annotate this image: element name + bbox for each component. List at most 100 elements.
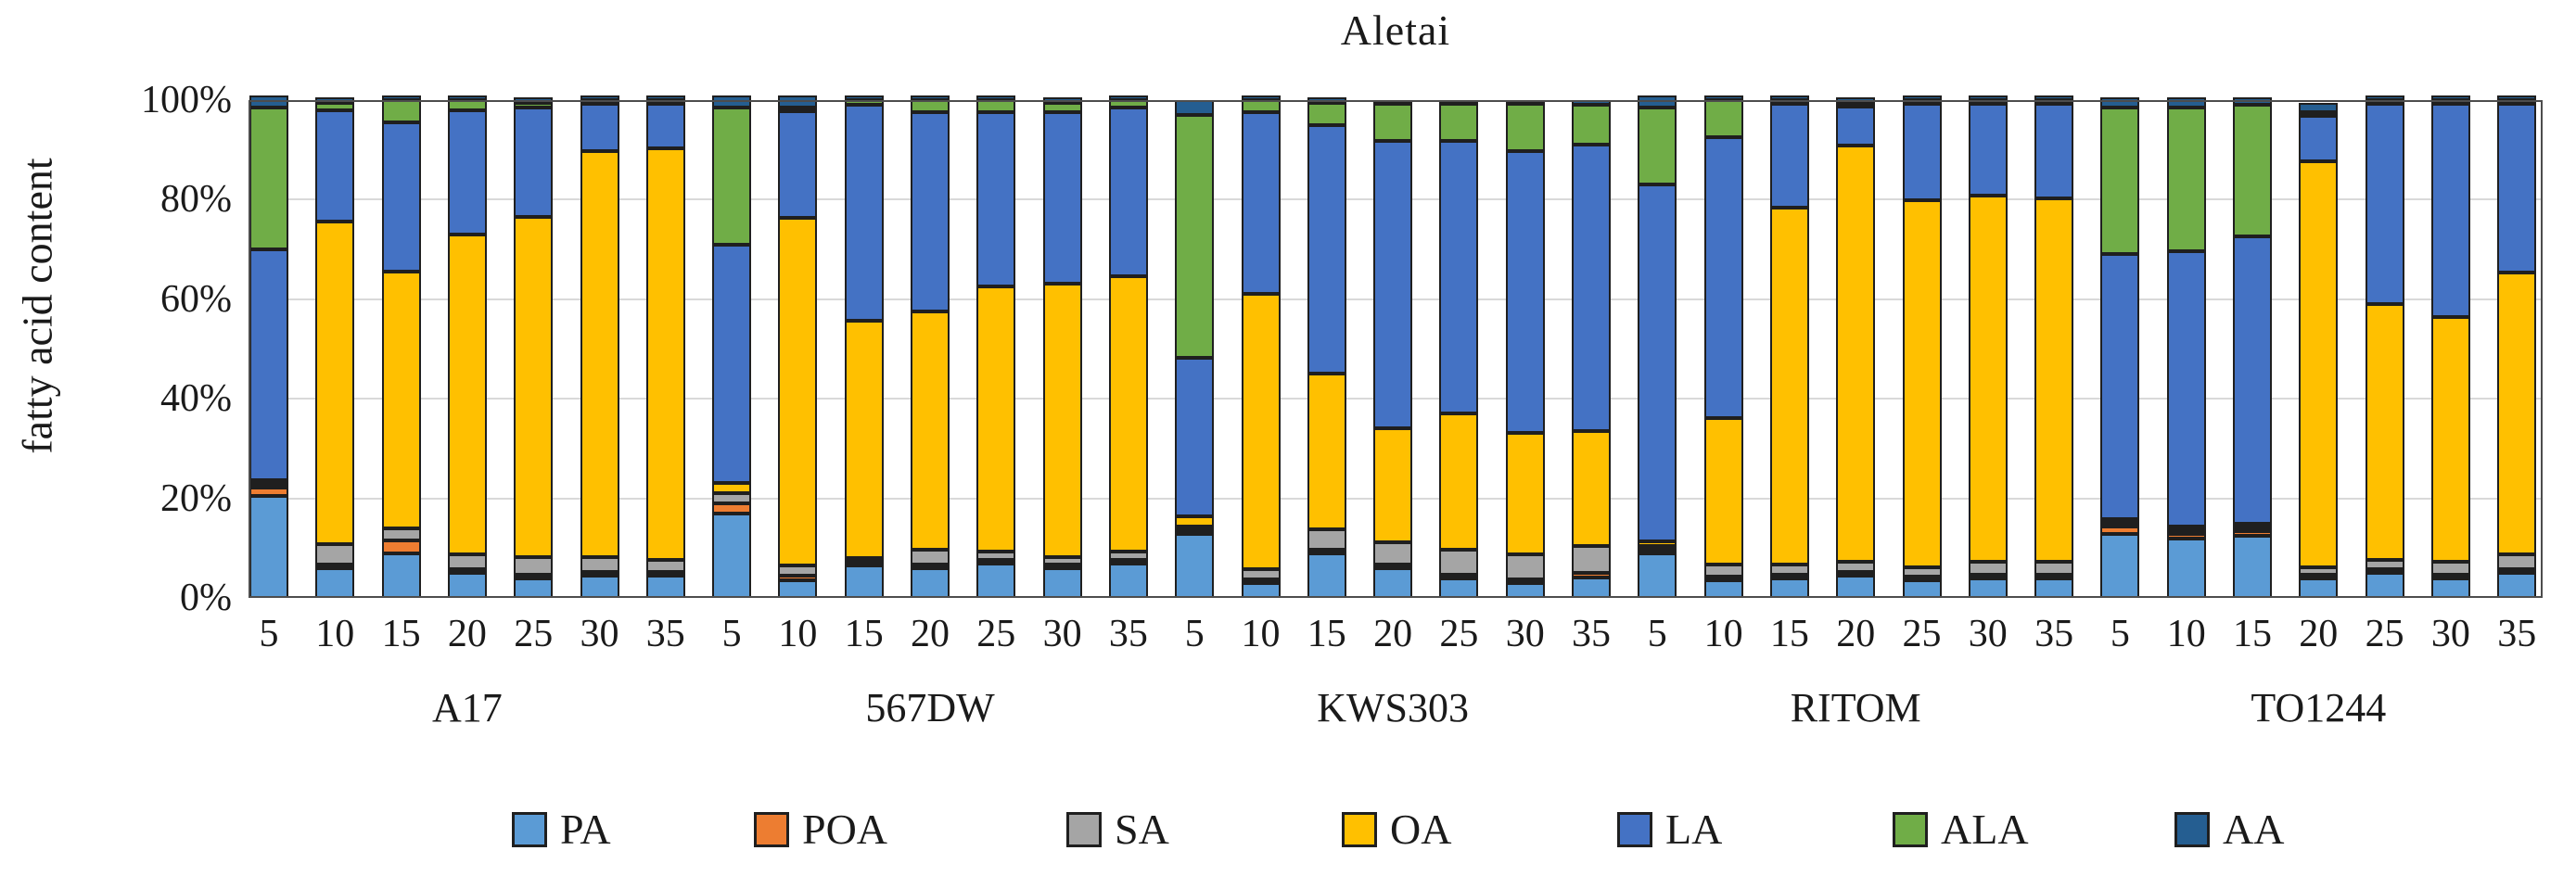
bar-A17-5 <box>249 95 288 598</box>
bar-segment-LA <box>1968 104 2008 196</box>
bar-segment-AA <box>2365 95 2404 100</box>
bar-segment-ALA <box>1572 105 1611 146</box>
x-tick-label: 35 <box>2034 613 2074 655</box>
bar-segment-LA <box>1373 141 1413 428</box>
bar-segment-AA <box>844 95 884 100</box>
bar-segment-ALA <box>911 100 950 113</box>
bar-segment-SA <box>778 565 818 576</box>
x-tick-label: 25 <box>1902 613 1942 655</box>
bar-segment-SA <box>1307 529 1346 550</box>
x-tick-label: 30 <box>2430 613 2470 655</box>
bar-segment-POA <box>1439 574 1479 578</box>
x-tick-label: 5 <box>721 613 742 655</box>
x-tick-label: 15 <box>2233 613 2272 655</box>
legend-label: ALA <box>1941 806 2029 853</box>
bar-segment-AA <box>911 95 950 100</box>
bar-segment-OA <box>1505 433 1545 555</box>
bar-segment-AA <box>1703 95 1743 100</box>
x-tick-label: 25 <box>1439 613 1479 655</box>
bar-segment-AA <box>447 95 487 100</box>
bar-TO1244-30 <box>2430 95 2470 598</box>
bar-segment-AA <box>1175 100 1215 116</box>
bar-segment-LA <box>1307 124 1346 374</box>
bar-segment-OA <box>976 286 1016 552</box>
bar-segment-SA <box>1902 566 1942 578</box>
bar-segment-LA <box>1505 150 1545 434</box>
bar-segment-POA <box>1968 574 2008 578</box>
bar-segment-OA <box>514 216 554 557</box>
bar-segment-POA <box>2034 574 2074 578</box>
bar-TO1244-25 <box>2365 95 2404 599</box>
legend-item-OA: OA <box>1342 805 1451 854</box>
bar-segment-OA <box>844 320 884 559</box>
bar-segment-POA <box>2430 574 2470 578</box>
bar-segment-POA <box>1307 549 1346 553</box>
bar-segment-AA <box>2497 95 2537 100</box>
bar-segment-OA <box>1307 373 1346 530</box>
legend-item-AA: AA <box>2174 805 2284 854</box>
chart-title: Aletai <box>1340 6 1451 54</box>
bar-segment-SA <box>911 549 950 565</box>
group-label-A17: A17 <box>432 685 503 730</box>
group-label-TO1244: TO1244 <box>2251 685 2387 730</box>
bar-segment-POA <box>2365 569 2404 574</box>
group-label-KWS303: KWS303 <box>1317 685 1469 730</box>
bar-567DW-15 <box>844 95 884 599</box>
bar-segment-LA <box>1836 106 1876 146</box>
bar-A17-30 <box>580 95 619 599</box>
bar-A17-35 <box>645 95 685 598</box>
bar-segment-SA <box>1241 569 1281 579</box>
bar-segment-PA <box>1836 575 1876 598</box>
bar-segment-PA <box>1968 578 2008 598</box>
bar-segment-PA <box>2233 536 2272 599</box>
bar-segment-LA <box>315 109 355 222</box>
legend: PA POA SA OA LA ALA AA <box>0 805 2576 870</box>
bar-segment-PA <box>2034 578 2074 599</box>
bar-segment-POA <box>2299 574 2339 578</box>
bar-RITOM-15 <box>1769 95 1809 598</box>
bar-segment-LA <box>514 108 554 217</box>
bar-segment-ALA <box>447 100 487 110</box>
bar-segment-ALA <box>249 108 288 249</box>
bar-segment-ALA <box>1703 100 1743 138</box>
x-tick-label: 35 <box>1572 613 1611 655</box>
bar-segment-PA <box>315 567 355 598</box>
legend-swatch-ALA <box>1893 811 1928 847</box>
bar-segment-SA <box>1968 562 2008 575</box>
bar-segment-OA <box>1968 195 2008 563</box>
bar-segment-LA <box>778 111 818 219</box>
bar-segment-ALA <box>1505 104 1545 151</box>
x-tick-label: 10 <box>315 613 355 655</box>
bar-segment-SA <box>844 558 884 563</box>
bar-TO1244-10 <box>2166 97 2206 599</box>
bar-segment-SA <box>1769 564 1809 575</box>
bar-567DW-20 <box>911 95 950 598</box>
legend-item-PA: PA <box>512 805 611 854</box>
bar-segment-OA <box>315 222 355 545</box>
bar-segment-SA <box>315 544 355 565</box>
x-tick-label: 20 <box>1836 613 1876 655</box>
x-tick-label: 20 <box>1373 613 1413 655</box>
bar-segment-PA <box>249 496 288 598</box>
bar-segment-POA <box>580 571 619 576</box>
bar-567DW-35 <box>1108 95 1148 598</box>
bar-segment-OA <box>1572 431 1611 546</box>
bar-567DW-5 <box>712 95 752 598</box>
bar-567DW-10 <box>778 95 818 599</box>
bar-segment-PA <box>1175 533 1215 599</box>
bar-segment-AA <box>2100 97 2140 108</box>
bar-TO1244-15 <box>2233 97 2272 599</box>
bar-segment-POA <box>1175 529 1215 534</box>
bar-segment-SA <box>2497 554 2537 570</box>
y-tick-label: 0% <box>180 577 232 619</box>
bar-segment-PA <box>2365 573 2404 599</box>
bar-segment-AA <box>1769 95 1809 100</box>
bar-segment-POA <box>2166 533 2206 539</box>
bar-segment-ALA <box>2100 108 2140 254</box>
x-tick-label: 20 <box>911 613 950 655</box>
bar-segment-PA <box>1902 580 1942 599</box>
bar-segment-OA <box>1769 208 1809 565</box>
legend-item-ALA: ALA <box>1893 805 2029 854</box>
legend-label: POA <box>802 806 888 853</box>
plot-area <box>249 95 2543 599</box>
